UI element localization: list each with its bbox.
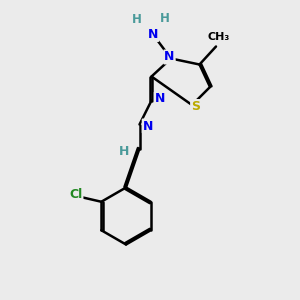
Text: S: S	[191, 100, 200, 113]
Text: H: H	[119, 145, 129, 158]
Text: Cl: Cl	[69, 188, 82, 201]
Text: N: N	[155, 92, 165, 106]
Text: H: H	[160, 11, 170, 25]
Text: CH₃: CH₃	[208, 32, 230, 43]
Text: N: N	[148, 28, 158, 41]
Text: H: H	[132, 13, 141, 26]
Text: N: N	[164, 50, 175, 64]
Text: N: N	[143, 119, 153, 133]
